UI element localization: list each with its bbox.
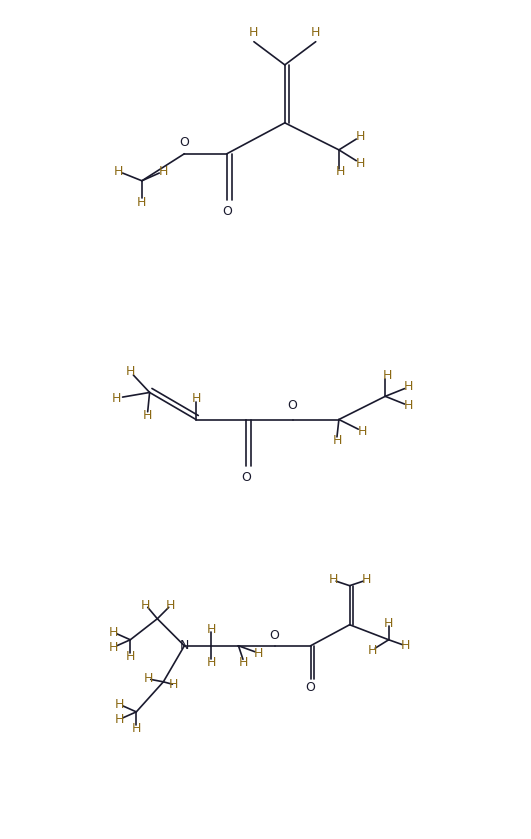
- Text: H: H: [109, 641, 118, 654]
- Text: H: H: [166, 599, 176, 612]
- Text: O: O: [288, 399, 297, 413]
- Text: H: H: [384, 617, 393, 630]
- Text: H: H: [355, 157, 365, 169]
- Text: H: H: [126, 365, 135, 378]
- Text: H: H: [115, 698, 124, 711]
- Text: H: H: [132, 722, 141, 735]
- Text: H: H: [141, 599, 150, 612]
- Text: H: H: [207, 623, 216, 636]
- Text: H: H: [109, 626, 118, 638]
- Text: O: O: [179, 136, 190, 149]
- Text: H: H: [404, 399, 413, 413]
- Text: H: H: [328, 573, 338, 586]
- Text: H: H: [112, 392, 122, 404]
- Text: O: O: [306, 681, 315, 695]
- Text: N: N: [179, 639, 189, 652]
- Text: H: H: [400, 639, 410, 652]
- Text: O: O: [270, 628, 279, 642]
- Text: H: H: [115, 713, 124, 726]
- Text: H: H: [382, 368, 392, 382]
- Text: H: H: [336, 164, 346, 178]
- Text: H: H: [238, 656, 247, 669]
- Text: H: H: [362, 573, 371, 586]
- Text: H: H: [158, 164, 168, 178]
- Text: H: H: [249, 25, 259, 39]
- Text: O: O: [241, 471, 251, 484]
- Text: H: H: [137, 195, 147, 209]
- Text: H: H: [311, 25, 320, 39]
- Text: H: H: [332, 435, 341, 447]
- Text: O: O: [222, 206, 232, 218]
- Text: H: H: [357, 425, 367, 438]
- Text: H: H: [144, 672, 153, 685]
- Text: H: H: [207, 656, 216, 669]
- Text: H: H: [114, 164, 123, 178]
- Text: H: H: [169, 679, 178, 691]
- Text: H: H: [355, 130, 365, 143]
- Text: H: H: [143, 409, 152, 422]
- Text: H: H: [404, 380, 413, 393]
- Text: H: H: [126, 649, 135, 663]
- Text: H: H: [191, 392, 201, 404]
- Text: H: H: [367, 644, 377, 657]
- Text: H: H: [253, 647, 263, 659]
